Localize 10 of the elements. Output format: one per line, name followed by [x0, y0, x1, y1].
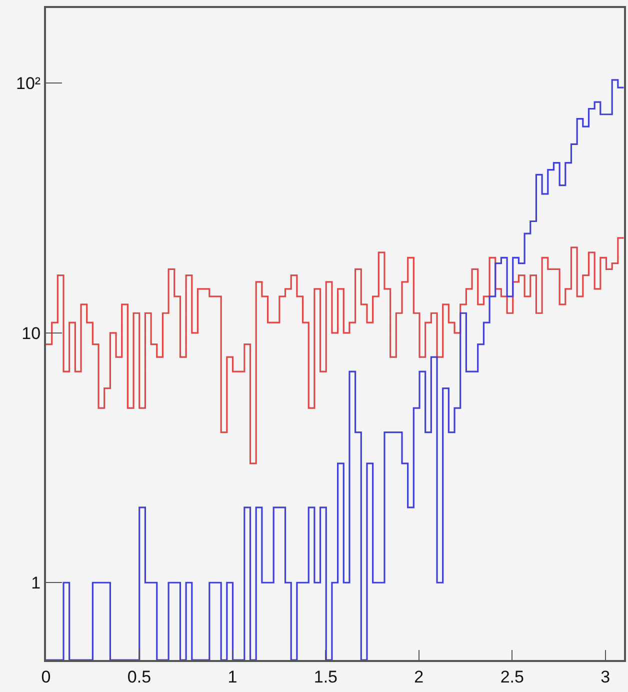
y-tick-label: 1 — [31, 574, 41, 593]
x-tick-label: 1 — [228, 667, 238, 686]
y-tick-label: 10 — [22, 324, 41, 343]
x-tick-label: 2 — [414, 667, 424, 686]
x-tick-label: 1.5 — [314, 667, 338, 686]
x-tick-label: 2.5 — [500, 667, 524, 686]
x-tick-label: 0 — [41, 667, 51, 686]
x-tick-label: 0.5 — [127, 667, 152, 686]
y-tick-label: 10² — [16, 74, 41, 94]
x-tick-label: 3 — [600, 667, 610, 686]
